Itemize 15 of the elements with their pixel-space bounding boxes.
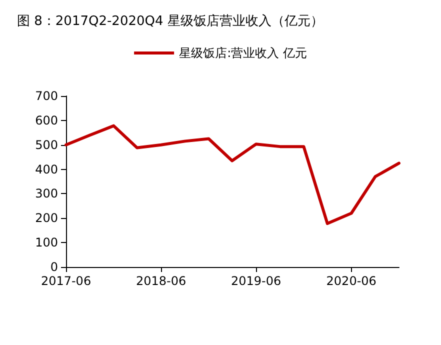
line-series xyxy=(64,124,400,226)
y-tick-label: 300 xyxy=(35,186,58,201)
y-tick-label: 500 xyxy=(35,138,58,152)
x-tick-label: 2020-06 xyxy=(326,274,376,288)
y-tick-label: 0 xyxy=(50,260,58,274)
legend-label: 星级饭店:营业收入 亿元 xyxy=(179,46,307,60)
x-tick-label: 2018-06 xyxy=(136,274,186,288)
y-tick-label: 400 xyxy=(35,162,58,176)
x-tick-label: 2019-06 xyxy=(230,274,282,288)
chart-title: 图 8：2017Q2-2020Q4 星级饭店营业收入（亿元） xyxy=(17,13,324,29)
y-tick-label: 700 xyxy=(35,89,58,103)
y-tick-label: 600 xyxy=(35,113,58,128)
y-tick-label: 100 xyxy=(35,236,58,250)
y-tick-label: 200 xyxy=(35,211,58,226)
x-tick-label: 2017-06 xyxy=(40,274,92,288)
